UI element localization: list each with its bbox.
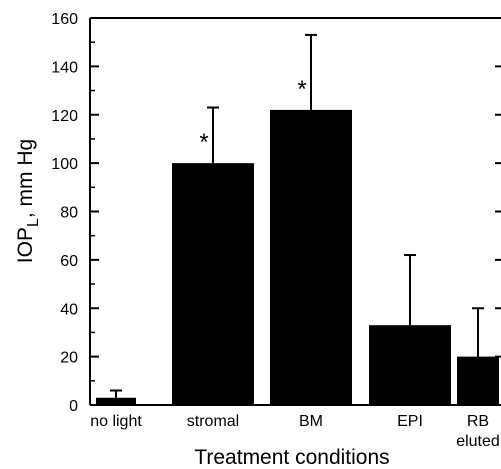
y-tick-label: 100	[51, 156, 78, 173]
y-axis-title-subscript: L	[25, 218, 42, 227]
y-axis-title-main: IOP	[14, 227, 37, 263]
y-axis-title-units: , mm Hg	[14, 139, 37, 218]
bars-layer: **	[96, 33, 499, 405]
bar	[270, 109, 352, 405]
y-axis-title: IOPL, mm Hg	[14, 139, 42, 263]
significance-marker: *	[199, 129, 208, 156]
x-tick-label: RB eluted	[456, 413, 500, 450]
x-tick-label-line: RB	[467, 413, 489, 430]
y-axis: 0 20 40 60 80 100 120 140 160	[51, 11, 501, 415]
y-tick-label: 0	[69, 398, 78, 415]
x-tick-label-line: EPI	[397, 413, 423, 430]
significance-marker: *	[297, 76, 306, 103]
bar	[172, 163, 254, 405]
y-tick-label: 40	[60, 301, 78, 318]
x-tick-label: BM	[299, 413, 323, 430]
y-tick-label: 80	[60, 205, 78, 222]
x-tick-label-line: stromal	[187, 413, 239, 430]
x-axis-title: Treatment conditions	[194, 446, 389, 469]
x-tick-label-line: no light	[90, 413, 142, 430]
y-tick-label: 160	[51, 11, 78, 28]
x-tick-label: stromal	[187, 413, 239, 430]
y-tick-label: 20	[60, 350, 78, 367]
x-axis-labels: no light stromal BM EPI RB eluted	[90, 413, 500, 450]
x-tick-label: EPI	[397, 413, 423, 430]
bar	[96, 397, 136, 405]
x-tick-label: no light	[90, 413, 142, 430]
y-tick-label: 120	[51, 108, 78, 125]
bar	[369, 325, 451, 405]
y-tick-label: 60	[60, 253, 78, 270]
x-tick-label-line: eluted	[456, 433, 500, 450]
y-tick-label: 140	[51, 59, 78, 76]
bar	[457, 356, 499, 405]
x-tick-label-line: BM	[299, 413, 323, 430]
